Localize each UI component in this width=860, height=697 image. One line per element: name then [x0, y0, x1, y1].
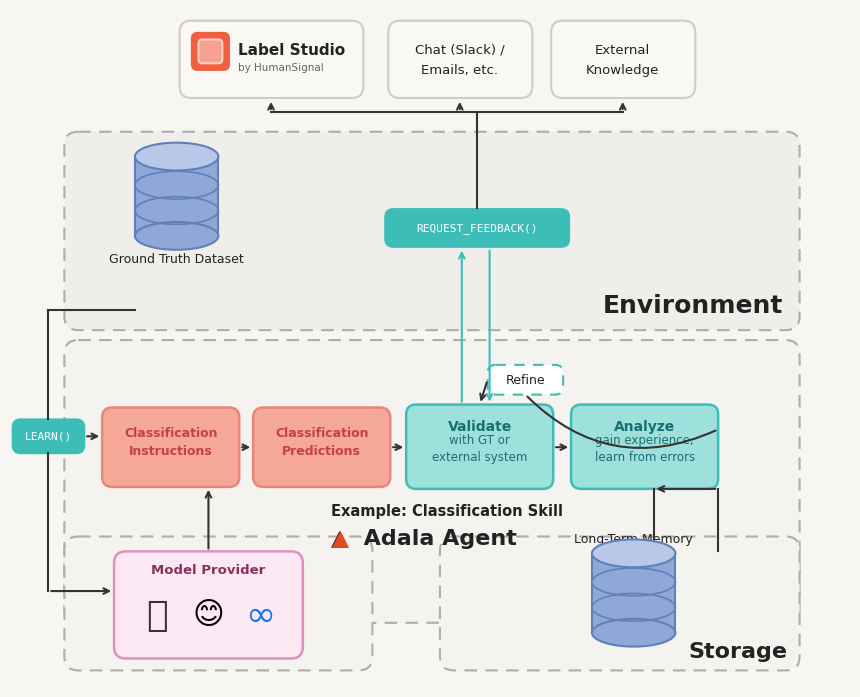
- FancyBboxPatch shape: [488, 365, 563, 395]
- Text: 😊: 😊: [193, 602, 224, 630]
- Text: Label Studio: Label Studio: [238, 43, 346, 58]
- Text: External: External: [595, 44, 650, 57]
- Text: Emails, etc.: Emails, etc.: [421, 63, 498, 77]
- Text: Ⓢ: Ⓢ: [146, 599, 168, 633]
- Text: Analyze: Analyze: [614, 420, 675, 434]
- Text: Ground Truth Dataset: Ground Truth Dataset: [109, 253, 244, 266]
- Polygon shape: [592, 553, 675, 633]
- Text: Long-Term Memory: Long-Term Memory: [574, 533, 693, 546]
- Text: Storage: Storage: [689, 643, 788, 662]
- FancyBboxPatch shape: [385, 209, 569, 247]
- Text: ∞: ∞: [245, 599, 275, 633]
- FancyBboxPatch shape: [192, 33, 230, 70]
- FancyBboxPatch shape: [64, 537, 372, 671]
- FancyBboxPatch shape: [551, 21, 695, 98]
- Text: with GT or
external system: with GT or external system: [432, 434, 527, 464]
- FancyBboxPatch shape: [406, 404, 553, 489]
- Polygon shape: [135, 157, 218, 236]
- Text: Model Provider: Model Provider: [151, 564, 266, 576]
- Text: ▲  Adala Agent: ▲ Adala Agent: [330, 528, 517, 549]
- FancyBboxPatch shape: [571, 404, 718, 489]
- Text: Classification
Predictions: Classification Predictions: [275, 427, 368, 458]
- Text: gain experience,
learn from errors: gain experience, learn from errors: [594, 434, 695, 464]
- FancyBboxPatch shape: [102, 408, 239, 487]
- Ellipse shape: [592, 539, 675, 567]
- Text: Environment: Environment: [602, 294, 783, 319]
- FancyBboxPatch shape: [440, 537, 800, 671]
- FancyBboxPatch shape: [199, 40, 223, 63]
- Text: REQUEST_FEEDBACK(): REQUEST_FEEDBACK(): [416, 224, 538, 234]
- FancyBboxPatch shape: [64, 132, 800, 330]
- FancyBboxPatch shape: [114, 551, 303, 659]
- Text: Classification
Instructions: Classification Instructions: [124, 427, 218, 458]
- Ellipse shape: [135, 143, 218, 171]
- FancyBboxPatch shape: [180, 21, 364, 98]
- Text: Knowledge: Knowledge: [586, 63, 660, 77]
- Text: ▲: ▲: [332, 528, 349, 549]
- Text: LEARN(): LEARN(): [25, 431, 72, 441]
- FancyBboxPatch shape: [388, 21, 532, 98]
- Text: Runtime: Runtime: [166, 643, 271, 662]
- FancyBboxPatch shape: [13, 420, 84, 453]
- Text: Validate: Validate: [447, 420, 512, 434]
- Text: by HumanSignal: by HumanSignal: [238, 63, 324, 73]
- Text: Chat (Slack) /: Chat (Slack) /: [415, 44, 505, 57]
- FancyBboxPatch shape: [64, 340, 800, 623]
- Ellipse shape: [135, 222, 218, 250]
- Text: Example: Classification Skill: Example: Classification Skill: [330, 504, 562, 519]
- Ellipse shape: [592, 619, 675, 647]
- Text: Refine: Refine: [506, 374, 545, 388]
- FancyBboxPatch shape: [253, 408, 390, 487]
